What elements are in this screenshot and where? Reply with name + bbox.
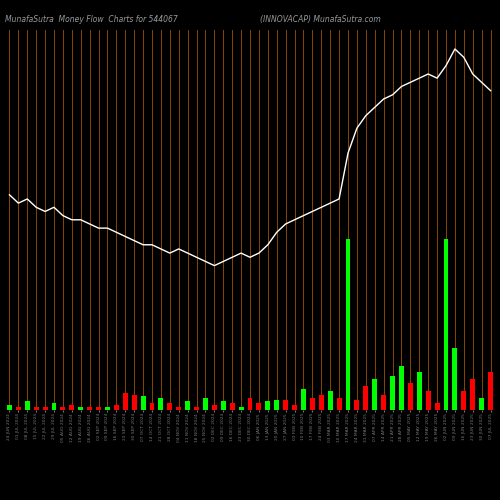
Bar: [310, 398, 315, 410]
Bar: [34, 406, 38, 410]
Bar: [283, 400, 288, 410]
Bar: [140, 396, 145, 410]
Bar: [7, 405, 12, 410]
Bar: [444, 239, 448, 410]
Bar: [266, 402, 270, 410]
Bar: [328, 391, 332, 410]
Bar: [158, 398, 164, 410]
Bar: [426, 391, 430, 410]
Bar: [52, 403, 57, 410]
Bar: [212, 405, 217, 410]
Bar: [25, 402, 29, 410]
Bar: [292, 405, 297, 410]
Bar: [479, 398, 484, 410]
Bar: [470, 379, 475, 410]
Bar: [221, 402, 226, 410]
Bar: [176, 406, 181, 410]
Bar: [301, 390, 306, 410]
Bar: [123, 393, 128, 410]
Bar: [132, 394, 136, 410]
Bar: [150, 403, 154, 410]
Bar: [390, 376, 395, 410]
Bar: [203, 398, 208, 410]
Bar: [452, 348, 458, 410]
Bar: [16, 406, 21, 410]
Bar: [346, 239, 350, 410]
Bar: [336, 398, 342, 410]
Bar: [274, 400, 279, 410]
Bar: [42, 406, 48, 410]
Bar: [114, 405, 119, 410]
Bar: [105, 406, 110, 410]
Text: MunafaSutra  Money Flow  Charts for 544067: MunafaSutra Money Flow Charts for 544067: [5, 15, 178, 24]
Bar: [230, 403, 234, 410]
Bar: [78, 406, 83, 410]
Bar: [372, 379, 377, 410]
Bar: [417, 372, 422, 410]
Bar: [381, 394, 386, 410]
Bar: [408, 382, 413, 410]
Bar: [194, 406, 199, 410]
Bar: [319, 394, 324, 410]
Bar: [238, 406, 244, 410]
Bar: [248, 398, 252, 410]
Bar: [60, 406, 66, 410]
Bar: [488, 372, 493, 410]
Bar: [168, 403, 172, 410]
Bar: [70, 405, 74, 410]
Bar: [185, 402, 190, 410]
Bar: [87, 406, 92, 410]
Bar: [434, 403, 440, 410]
Bar: [354, 400, 360, 410]
Bar: [256, 403, 262, 410]
Bar: [96, 406, 101, 410]
Text: (INNOVACAP) MunafaSutra.com: (INNOVACAP) MunafaSutra.com: [260, 15, 381, 24]
Bar: [399, 366, 404, 410]
Bar: [364, 386, 368, 410]
Bar: [462, 391, 466, 410]
